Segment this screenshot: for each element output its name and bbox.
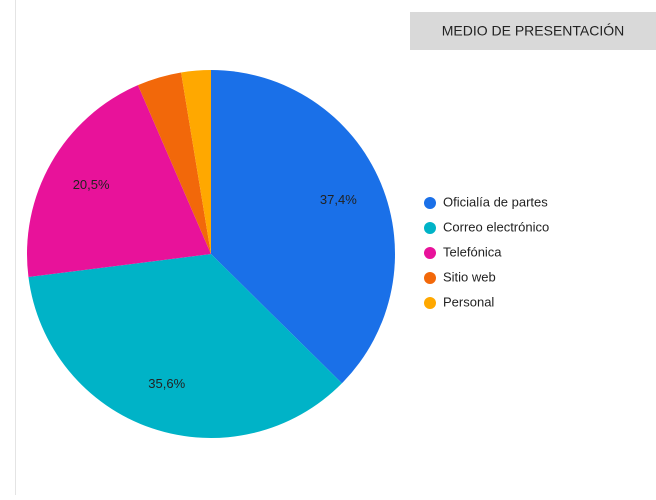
legend-marker <box>424 247 436 259</box>
slice-label: 37,4% <box>320 192 357 207</box>
slice-label: 20,5% <box>73 177 110 192</box>
legend-label: Telefónica <box>443 244 502 259</box>
legend-label: Personal <box>443 294 494 309</box>
legend-label: Correo electrónico <box>443 219 549 234</box>
pie-slice <box>211 70 396 384</box>
pie-slice <box>181 70 211 254</box>
pie-slice <box>26 85 211 278</box>
legend-marker <box>424 222 436 234</box>
slice-label: 35,6% <box>148 376 185 391</box>
pie-slice <box>137 72 211 254</box>
legend-marker <box>424 197 436 209</box>
legend-label: Oficialía de partes <box>443 194 548 209</box>
pie-slice <box>28 254 342 439</box>
title-box <box>410 12 656 50</box>
legend-marker <box>424 272 436 284</box>
legend-marker <box>424 297 436 309</box>
legend-label: Sitio web <box>443 269 496 284</box>
chart-title: MEDIO DE PRESENTACIÓN <box>442 23 625 39</box>
